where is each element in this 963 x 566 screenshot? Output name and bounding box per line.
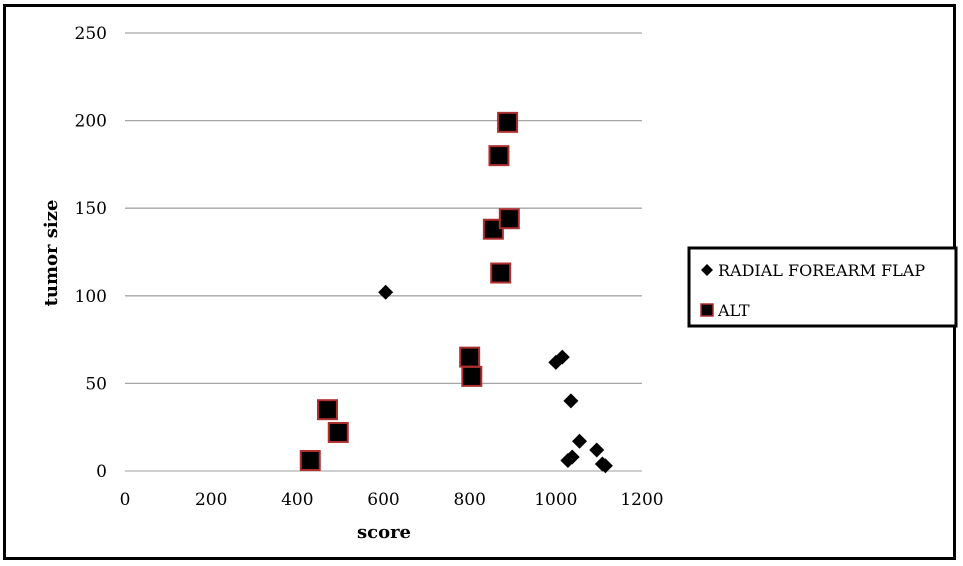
data-points [299, 111, 613, 474]
legend-item-radial-forearm-flap: RADIAL FOREARM FLAP [701, 261, 925, 280]
radial-forearm-flap-point [597, 458, 613, 474]
legend-item-alt: ALT [700, 301, 750, 320]
legend-square-marker [700, 303, 714, 317]
y-tick-label: 250 [75, 24, 107, 44]
legend-label-alt: ALT [717, 301, 750, 320]
x-tick-label: 800 [453, 490, 485, 510]
y-axis-ticks: 0 50 100 150 200 250 [75, 24, 107, 482]
gridlines [125, 32, 642, 385]
legend-diamond-marker [701, 264, 713, 276]
y-tick-label: 200 [75, 112, 107, 132]
radial-forearm-flap-point [563, 393, 579, 409]
x-tick-label: 600 [367, 490, 399, 510]
y-tick-label: 50 [85, 374, 107, 394]
x-tick-label: 0 [120, 490, 131, 510]
y-tick-label: 150 [75, 199, 107, 219]
alt-point [299, 449, 321, 471]
radial-forearm-flap-point [589, 442, 605, 458]
radial-forearm-flap-point [564, 449, 580, 465]
alt-point [482, 218, 504, 240]
alt-point [498, 208, 520, 230]
alt-point [316, 399, 338, 421]
y-tick-label: 100 [75, 287, 107, 307]
x-tick-label: 1000 [534, 490, 577, 510]
x-tick-label: 1200 [620, 490, 663, 510]
radial-forearm-flap-point [378, 284, 394, 300]
legend-label-radial-forearm-flap: RADIAL FOREARM FLAP [718, 261, 925, 280]
x-tick-label: 200 [195, 490, 227, 510]
x-tick-label: 400 [281, 490, 313, 510]
alt-point [327, 421, 349, 443]
alt-point [459, 346, 481, 368]
x-axis-title: score [357, 522, 411, 543]
y-tick-label: 0 [96, 462, 107, 482]
legend-box [687, 246, 958, 328]
radial-forearm-flap-point [554, 349, 570, 365]
alt-point [497, 111, 519, 133]
x-axis-ticks: 0 200 400 600 800 1000 1200 [120, 490, 664, 510]
radial-forearm-flap-point [572, 433, 588, 449]
alt-point [488, 145, 510, 167]
y-axis-title: tumor size [41, 200, 62, 307]
legend: RADIAL FOREARM FLAP ALT [687, 246, 958, 328]
alt-point [490, 262, 512, 284]
alt-point [461, 365, 483, 387]
